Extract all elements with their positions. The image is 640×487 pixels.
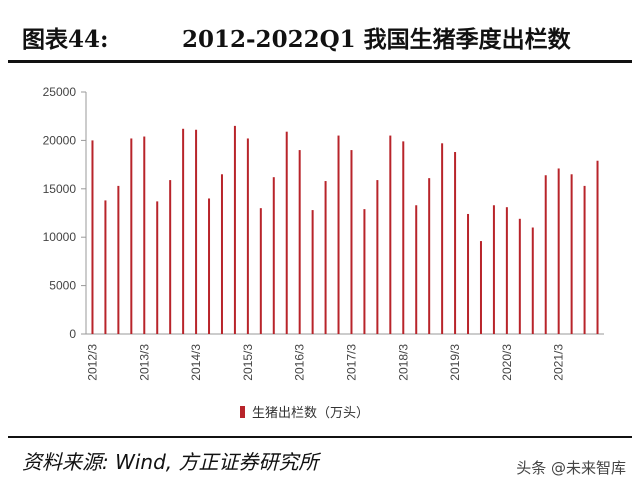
bar — [454, 152, 457, 334]
x-tick-label: 2021/3 — [552, 344, 566, 381]
legend-swatch — [240, 406, 245, 418]
x-tick-label: 2012/3 — [85, 344, 99, 381]
bar — [389, 135, 392, 334]
bar — [246, 138, 249, 334]
source-note: 资料来源: Wind, 方正证券研究所 — [22, 450, 319, 474]
bar — [324, 181, 327, 334]
x-tick-label: 2020/3 — [500, 344, 514, 381]
bar — [596, 160, 599, 334]
y-tick-label: 25000 — [43, 85, 77, 99]
x-tick-label: 2014/3 — [189, 344, 203, 381]
bar — [518, 218, 521, 334]
bar — [182, 128, 185, 334]
bar — [441, 143, 444, 334]
bar — [233, 125, 236, 334]
bar — [311, 210, 314, 334]
bar — [91, 140, 94, 334]
y-tick-label: 20000 — [43, 133, 77, 147]
watermark: 头条 @未来智库 — [516, 459, 626, 477]
bar — [557, 168, 560, 334]
bar — [156, 201, 159, 334]
figure-label: 图表44: — [22, 26, 109, 53]
bar — [195, 129, 198, 334]
bar — [544, 175, 547, 334]
x-tick-label: 2018/3 — [396, 344, 410, 381]
y-tick-label: 15000 — [43, 182, 77, 196]
figure-header: 图表44: 2012-2022Q1 我国生猪季度出栏数 — [0, 0, 640, 62]
bar — [376, 180, 379, 334]
bar — [428, 178, 431, 334]
bar — [220, 174, 223, 334]
bar — [570, 174, 573, 334]
bar — [143, 136, 146, 334]
y-tick-label: 0 — [69, 327, 76, 341]
bars — [91, 125, 599, 334]
legend: 生猪出栏数（万头） — [240, 406, 369, 421]
y-tick-label: 5000 — [49, 279, 76, 293]
top-rule — [8, 60, 632, 63]
bar — [492, 205, 495, 334]
bar — [479, 241, 482, 334]
bar — [169, 180, 172, 334]
bar — [350, 150, 353, 334]
y-tick-label: 10000 — [43, 230, 77, 244]
bar — [467, 213, 470, 334]
bar — [531, 227, 534, 334]
bar — [415, 205, 418, 334]
bar — [272, 177, 275, 334]
x-tick-label: 2017/3 — [344, 344, 358, 381]
y-axis: 0 5000 10000 15000 20000 25000 — [43, 85, 87, 341]
x-axis: 2012/3 2013/3 2014/3 2015/3 2016/3 2017/3 2018… — [85, 333, 604, 381]
x-tick-label: 2015/3 — [241, 344, 255, 381]
bar — [298, 150, 301, 334]
bar — [583, 185, 586, 334]
bar — [402, 141, 405, 334]
figure-title: 2012-2022Q1 我国生猪季度出栏数 — [182, 26, 571, 53]
bar — [259, 208, 262, 334]
x-tick-label: 2016/3 — [293, 344, 307, 381]
bar — [208, 198, 211, 334]
bar — [285, 131, 288, 334]
x-tick-label: 2013/3 — [137, 344, 151, 381]
x-tick-label: 2019/3 — [448, 344, 462, 381]
legend-label: 生猪出栏数（万头） — [252, 406, 369, 421]
bar — [505, 207, 508, 334]
bar — [104, 200, 107, 334]
bar — [363, 209, 366, 334]
bar — [337, 135, 340, 334]
bar — [117, 185, 120, 334]
bar — [130, 138, 133, 334]
bottom-rule — [8, 436, 632, 438]
